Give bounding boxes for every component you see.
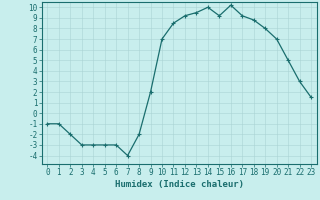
X-axis label: Humidex (Indice chaleur): Humidex (Indice chaleur) — [115, 180, 244, 189]
